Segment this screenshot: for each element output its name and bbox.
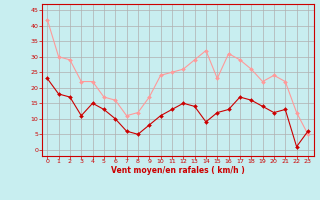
X-axis label: Vent moyen/en rafales ( km/h ): Vent moyen/en rafales ( km/h ) — [111, 166, 244, 175]
